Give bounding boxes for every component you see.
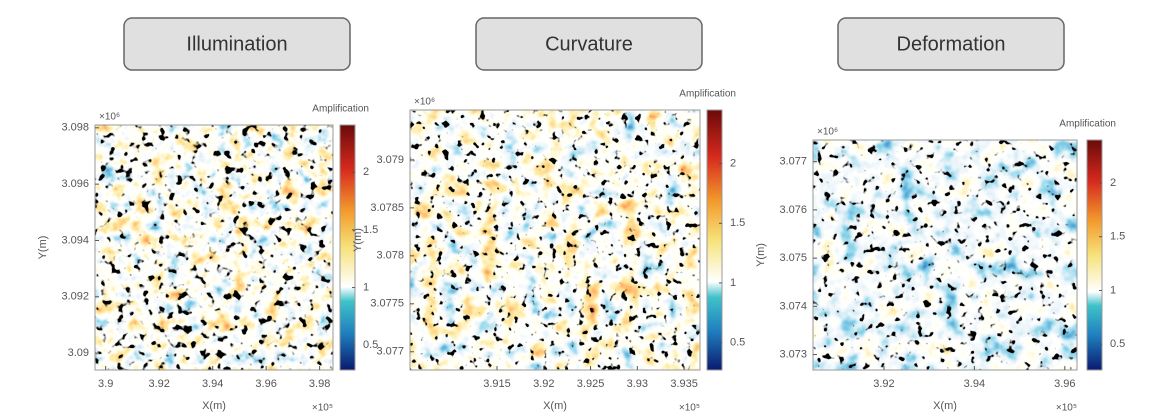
x-axis-label: X(m)	[543, 400, 567, 412]
colorbar-tick-label: 0.5	[363, 339, 378, 351]
title-button	[837, 17, 1065, 71]
colorbar-tick-label: 2	[730, 158, 736, 170]
colorbar	[706, 109, 723, 371]
colorbar-tick-label: 1.5	[730, 217, 745, 229]
colorbar-tick-label: 1	[730, 277, 736, 289]
title-button	[475, 17, 703, 71]
y-tick-label: 3.079	[376, 154, 404, 166]
y-tick-label: 3.0785	[370, 202, 404, 214]
colorbar-tick-label: 0.5	[1110, 338, 1125, 350]
y-scale-label: ×10⁶	[817, 127, 838, 138]
y-tick-label: 3.096	[61, 178, 89, 190]
y-scale-label: ×10⁶	[414, 97, 435, 108]
colorbar-tick-label: 1	[1110, 284, 1116, 296]
y-tick-label: 3.092	[61, 291, 89, 303]
x-scale-label: ×10⁵	[1056, 403, 1077, 414]
panel-title: Illumination	[186, 33, 287, 55]
x-axis-label: X(m)	[933, 400, 957, 412]
y-tick-label: 3.073	[779, 348, 807, 360]
y-tick-label: 3.076	[779, 204, 807, 216]
x-tick-label: 3.92	[873, 378, 894, 390]
y-tick-label: 3.094	[61, 234, 89, 246]
colorbar-tick-label: 1.5	[363, 224, 378, 236]
heatmap-image	[95, 125, 333, 370]
colorbar	[339, 124, 356, 371]
plot-frame	[812, 139, 1078, 371]
plot-frame	[94, 124, 334, 371]
x-tick-label: 3.96	[1054, 378, 1075, 390]
x-tick-label: 3.925	[577, 378, 605, 390]
x-tick-label: 3.98	[309, 378, 330, 390]
x-tick-label: 3.92	[533, 378, 554, 390]
colorbar-label: Amplification	[1059, 119, 1116, 130]
y-tick-label: 3.09	[68, 347, 89, 359]
y-tick-label: 3.0775	[370, 298, 404, 310]
colorbar-label: Amplification	[679, 89, 736, 100]
colorbar-tick-label: 2	[1110, 177, 1116, 189]
x-axis-label: X(m)	[202, 400, 226, 412]
y-tick-label: 3.075	[779, 252, 807, 264]
x-tick-label: 3.92	[148, 378, 169, 390]
heatmap-image	[813, 140, 1077, 370]
x-scale-label: ×10⁵	[312, 403, 333, 414]
x-tick-label: 3.93	[627, 378, 648, 390]
x-scale-label: ×10⁵	[679, 403, 700, 414]
colorbar-tick-label: 1	[363, 281, 369, 293]
x-tick-label: 3.935	[670, 378, 698, 390]
colorbar	[1086, 139, 1103, 371]
plot-frame	[409, 109, 701, 371]
heatmap-image	[410, 110, 700, 370]
y-axis-label: Y(m)	[37, 236, 49, 260]
panel-title: Curvature	[545, 33, 633, 55]
y-tick-label: 3.077	[376, 346, 404, 358]
panel-title: Deformation	[897, 33, 1006, 55]
y-tick-label: 3.098	[61, 122, 89, 134]
colorbar-tick-label: 2	[363, 166, 369, 178]
y-tick-label: 3.074	[779, 300, 807, 312]
x-tick-label: 3.9	[98, 378, 113, 390]
y-tick-label: 3.078	[376, 250, 404, 262]
y-axis-label: Y(m)	[352, 228, 364, 252]
colorbar-label: Amplification	[312, 104, 369, 115]
y-scale-label: ×10⁶	[99, 112, 120, 123]
colorbar-tick-label: 1.5	[1110, 231, 1125, 243]
title-button	[123, 17, 351, 71]
y-tick-label: 3.077	[779, 156, 807, 168]
x-tick-label: 3.96	[255, 378, 276, 390]
x-tick-label: 3.94	[202, 378, 223, 390]
x-tick-label: 3.915	[483, 378, 511, 390]
y-axis-label: Y(m)	[755, 243, 767, 267]
x-tick-label: 3.94	[964, 378, 985, 390]
colorbar-tick-label: 0.5	[730, 336, 745, 348]
